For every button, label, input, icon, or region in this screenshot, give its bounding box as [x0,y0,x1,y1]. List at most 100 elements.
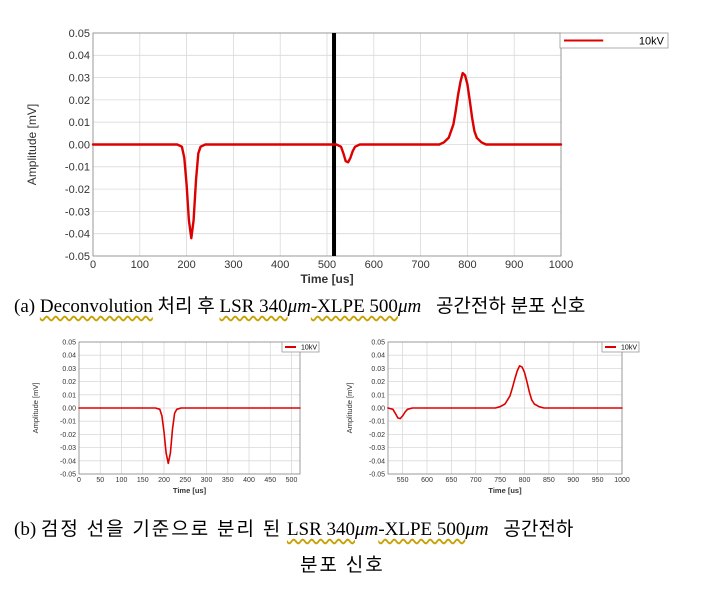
main-legend-label: 10kV [639,35,665,47]
left-y-tick-label: -0.04 [60,458,76,465]
left-y-axis-label: Amplitude [mV] [31,383,40,434]
right-y-tick-label: 0.03 [371,366,385,373]
right-x-tick-label: 850 [543,477,555,484]
caption-a-label: (a) [14,296,36,317]
chart-left: 0 50 100 150 200 250 300 350 400 450 500 0.05 0.04 0.… [31,339,320,495]
right-y-tick-label: 0.01 [371,392,385,399]
caption-b-text2: 공간전하 [503,519,574,540]
main-x-tick-label: 100 [131,259,149,271]
right-legend-label: 10kV [621,344,637,351]
main-y-tick-label: -0.05 [65,251,90,263]
left-x-tick-label: 200 [158,477,170,484]
left-y-tick-label: 0.05 [62,339,76,346]
left-x-tick-label: 350 [222,477,234,484]
main-y-tick-label: -0.01 [65,162,90,174]
left-x-tick-label: 450 [264,477,276,484]
main-y-tick-label: -0.02 [65,184,90,196]
left-y-tick-label: 0.01 [62,392,76,399]
right-x-tick-label: 600 [421,477,433,484]
caption-a-deconvolution: Deconvolution [39,296,153,317]
right-x-tick-label: 950 [592,477,604,484]
main-x-tick-label: 800 [458,259,476,271]
left-x-tick-label: 150 [137,477,149,484]
left-x-tick-label: 300 [201,477,213,484]
caption-b-um2: μm [465,519,489,540]
caption-b: (b) 검정 선을 기준으로 분리 된 LSR 340μm-XLPE 500μm… [14,514,573,541]
left-x-axis-label: Time [us] [173,486,207,495]
caption-a-um1: μm [287,296,311,317]
left-y-tick-label: 0.02 [62,379,76,386]
right-x-tick-label: 550 [397,477,409,484]
main-x-tick-label: 900 [505,259,523,271]
chart-right: 550 600 650 700 750 800 850 900 950 1000 0.05 0.04 0… [345,339,640,495]
right-y-tick-label: -0.04 [369,458,385,465]
main-y-axis-label: Amplitude [mV] [25,104,39,185]
main-y-tick-label: -0.04 [65,229,90,241]
right-x-tick-label: 750 [494,477,506,484]
right-y-tick-label: -0.05 [369,471,385,478]
main-x-tick-label: 600 [365,259,383,271]
right-y-tick-label: -0.01 [369,419,385,426]
left-y-tick-label: -0.03 [60,445,76,452]
left-x-tick-label: 100 [116,477,128,484]
right-x-tick-label: 900 [567,477,579,484]
right-series-line-0 [387,364,623,420]
caption-b-um1: μm [355,519,379,540]
left-x-tick-label: 0 [77,477,81,484]
right-y-tick-label: 0.02 [371,379,385,386]
left-series-line-0 [78,407,301,465]
left-y-tick-label: -0.02 [60,432,76,439]
main-x-tick-label: 700 [411,259,429,271]
chart-main: 0 100 200 300 400 500 600 700 800 900 1000 0.05 0.04… [25,28,669,286]
right-x-tick-label: 1000 [614,477,630,484]
caption-a-um2: μm [397,296,422,317]
right-x-tick-label: 650 [446,477,458,484]
right-x-tick-label: 800 [519,477,531,484]
main-legend-box [559,32,669,49]
caption-a: (a) Deconvolution 처리 후 LSR 340μm-XLPE 50… [14,291,585,318]
right-y-tick-label: 0.05 [371,339,385,346]
caption-b-line2-text: 분포 신호 [300,555,385,576]
right-x-axis-label: Time [us] [488,486,522,495]
left-x-tick-label: 50 [96,477,104,484]
main-y-tick-label: 0.05 [69,28,90,40]
right-y-tick-label: -0.03 [369,445,385,452]
caption-a-text2: 공간전하 분포 신호 [435,296,586,317]
main-x-tick-label: 0 [90,259,96,271]
left-y-tick-label: 0.04 [62,353,76,360]
left-legend-box [281,341,320,353]
caption-b-lsr: LSR 340 [286,519,356,540]
right-legend-box [601,341,640,353]
left-x-tick-label: 500 [286,477,298,484]
caption-a-lsr: LSR 340 [219,296,288,317]
left-y-tick-label: 0.00 [62,405,76,412]
main-x-tick-label: 400 [271,259,289,271]
right-y-tick-label: 0.00 [371,405,385,412]
main-x-tick-label: 500 [318,259,336,271]
main-x-tick-label: 1000 [549,259,573,271]
main-series-line-0 [91,71,563,240]
main-y-tick-label: 0.03 [69,72,90,84]
main-x-tick-label: 200 [177,259,195,271]
main-x-axis-label: Time [us] [300,272,353,286]
right-y-tick-label: -0.02 [369,432,385,439]
caption-a-text1: 처리 후 [157,296,215,317]
main-y-tick-label: 0.01 [69,117,90,129]
caption-b-label: (b) [14,519,37,540]
right-y-tick-label: 0.04 [371,353,385,360]
left-x-tick-label: 250 [179,477,191,484]
caption-b-xlpe: -XLPE 500 [378,519,466,540]
main-y-tick-label: 0.00 [69,139,90,151]
main-x-tick-label: 300 [224,259,242,271]
main-y-tick-label: 0.02 [69,95,90,107]
right-y-axis-label: Amplitude [mV] [345,383,354,434]
left-y-tick-label: -0.05 [60,471,76,478]
left-legend-label: 10kV [301,344,317,351]
caption-a-xlpe: -XLPE 500 [310,296,398,317]
left-x-tick-label: 400 [243,477,255,484]
main-y-tick-label: 0.04 [69,50,90,62]
left-y-tick-label: 0.03 [62,366,76,373]
main-y-tick-label: -0.03 [65,206,90,218]
caption-b-text1: 검정 선을 기준으로 분리 된 [40,519,283,540]
caption-b-line2: 분포 신호 [300,550,385,577]
